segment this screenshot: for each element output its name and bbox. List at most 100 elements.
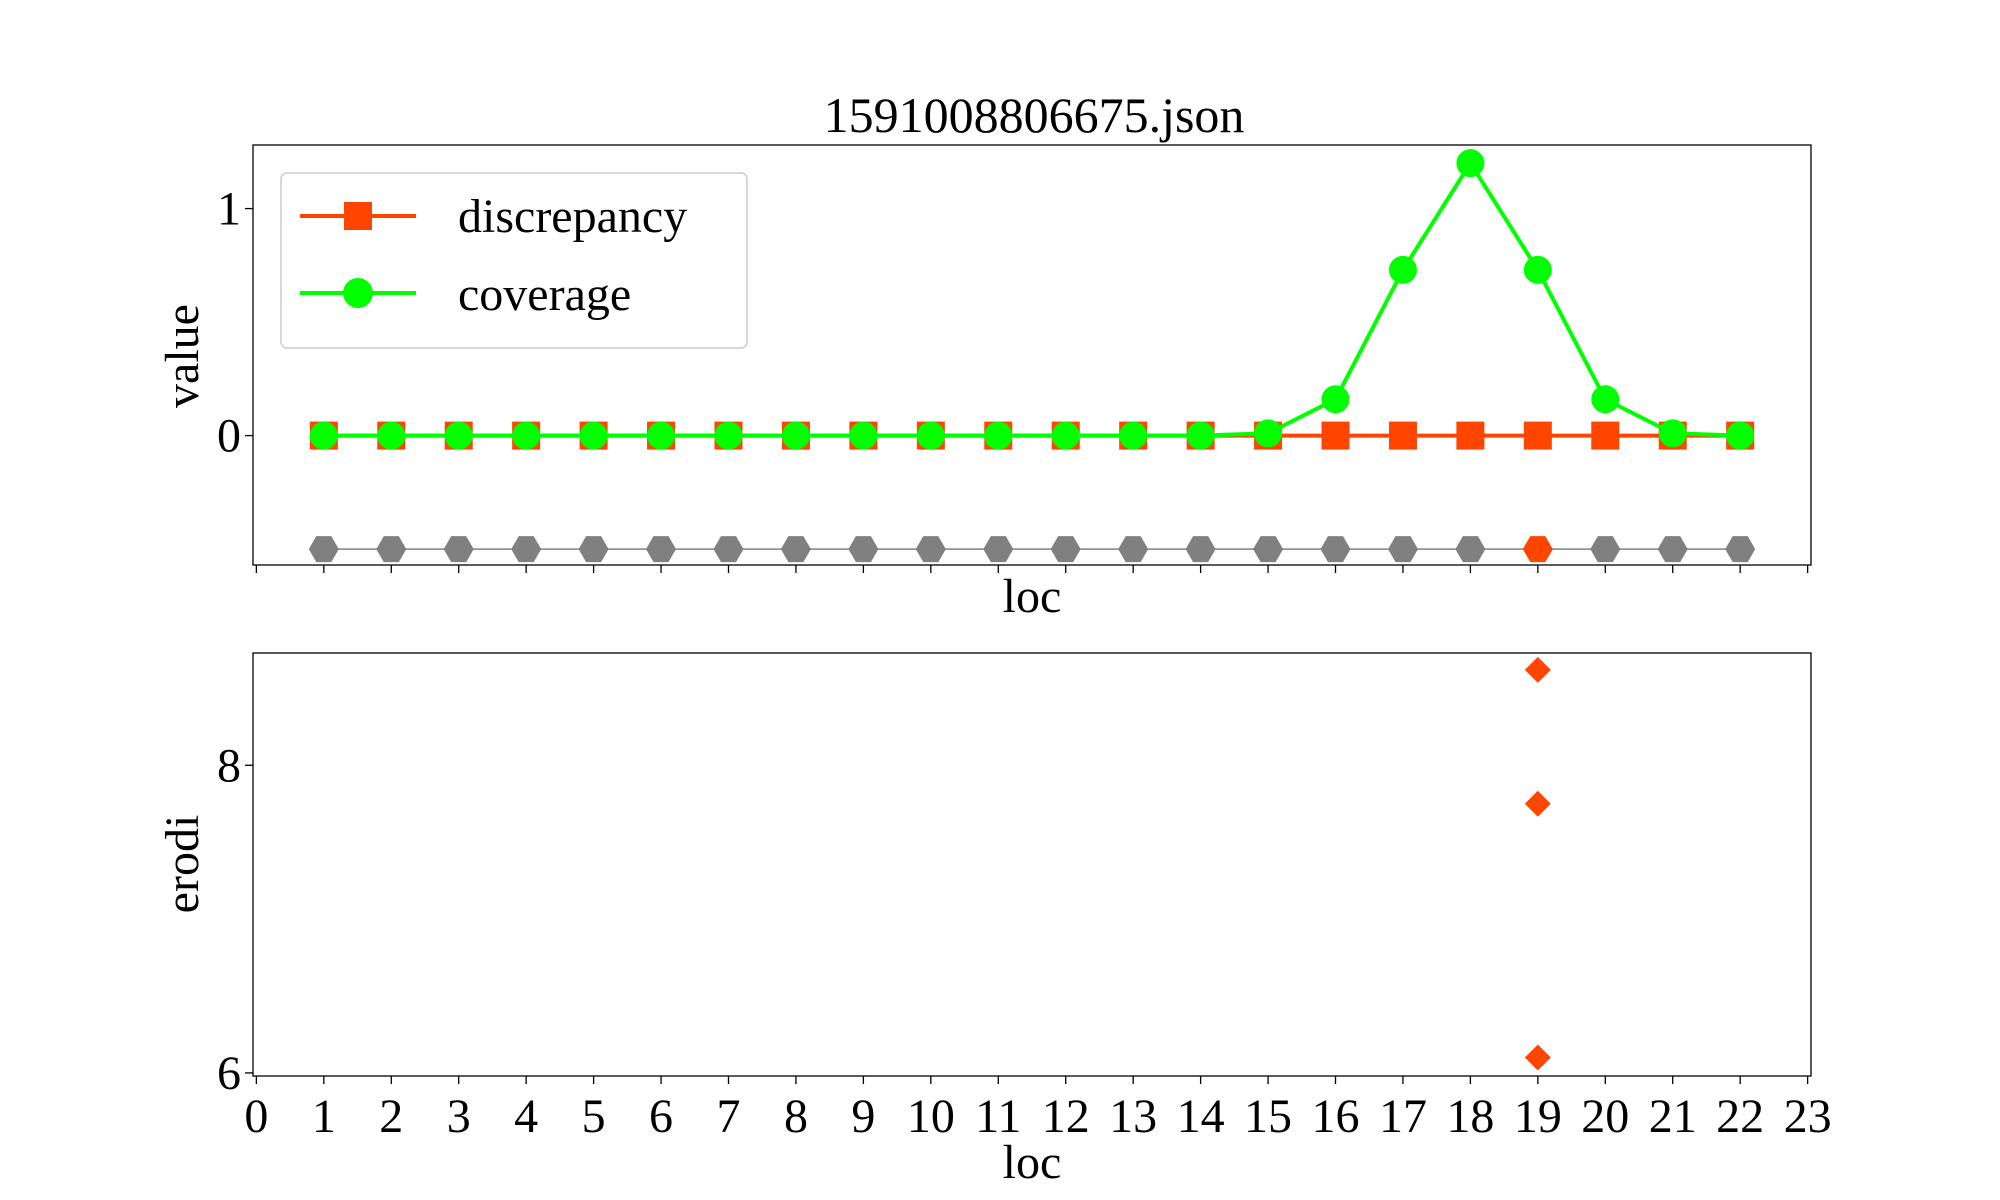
data-point-circle bbox=[1051, 421, 1080, 450]
data-point-hexagon bbox=[1253, 536, 1284, 563]
bottom-chart: 0 1 2 3 4 5 6 7 8 9 10 11 12 13 14 15 16 17 18 19 20 21 22 2368… bbox=[156, 652, 1832, 1189]
bottom-x-tick-label: 7 bbox=[716, 1090, 740, 1143]
data-point-hexagon bbox=[1118, 536, 1149, 563]
top-ticks: 01 bbox=[217, 183, 1809, 573]
data-point-hexagon bbox=[915, 536, 946, 563]
bottom-x-tick-label: 20 bbox=[1581, 1090, 1629, 1143]
data-point-hexagon bbox=[376, 536, 407, 563]
legend: discrepancy coverage bbox=[280, 172, 748, 349]
data-point-circle bbox=[1388, 255, 1417, 284]
series-line-coverage bbox=[323, 161, 1741, 438]
data-point-circle bbox=[1119, 421, 1148, 450]
bottom-y-tick-label: 8 bbox=[217, 739, 241, 792]
bottom-series-layer bbox=[1524, 656, 1551, 1071]
chart-title: 1591008806675.json bbox=[824, 87, 1245, 143]
top-chart: 1591008806675.json 01 loc value discrepa… bbox=[156, 87, 1812, 623]
bottom-x-tick-label: 6 bbox=[649, 1090, 673, 1143]
bottom-x-tick-label: 8 bbox=[784, 1090, 808, 1143]
data-point-circle bbox=[444, 421, 473, 450]
data-point-circle bbox=[309, 421, 338, 450]
data-point-diamond bbox=[1524, 1044, 1551, 1071]
data-point-hexagon bbox=[1725, 536, 1756, 563]
data-point-hexagon bbox=[1320, 536, 1351, 563]
bottom-x-tick-label: 1 bbox=[312, 1090, 336, 1143]
bottom-x-tick-label: 13 bbox=[1109, 1090, 1157, 1143]
data-point-circle bbox=[1186, 421, 1215, 450]
data-point-circle bbox=[714, 421, 743, 450]
data-point-circle bbox=[1591, 385, 1620, 414]
top-y-axis-label: value bbox=[156, 304, 209, 408]
data-point-hexagon bbox=[713, 536, 744, 563]
data-point-circle bbox=[1456, 149, 1485, 178]
data-point-hexagon-highlight bbox=[1522, 536, 1553, 563]
data-point-circle bbox=[1321, 385, 1350, 414]
data-point-circle bbox=[781, 421, 810, 450]
bottom-y-tick-label: 6 bbox=[217, 1047, 241, 1100]
data-point-hexagon bbox=[1657, 536, 1688, 563]
data-point-square bbox=[1591, 421, 1620, 450]
bottom-x-axis-label: loc bbox=[1003, 1136, 1062, 1189]
data-point-diamond bbox=[1524, 790, 1551, 817]
top-y-tick-label: 0 bbox=[217, 410, 241, 463]
data-point-circle bbox=[916, 421, 945, 450]
data-point-hexagon bbox=[443, 536, 474, 563]
data-point-square bbox=[1388, 421, 1417, 450]
data-point-circle bbox=[1254, 419, 1283, 448]
data-point-hexagon bbox=[1185, 536, 1216, 563]
data-point-square bbox=[1456, 421, 1485, 450]
bottom-x-tick-label: 3 bbox=[447, 1090, 471, 1143]
top-axes-frame bbox=[252, 144, 1812, 566]
data-point-hexagon bbox=[848, 536, 879, 563]
data-point-square bbox=[1321, 421, 1350, 450]
legend-label-coverage: coverage bbox=[458, 268, 631, 321]
top-y-tick-label: 1 bbox=[217, 183, 241, 236]
bottom-x-tick-label: 5 bbox=[582, 1090, 606, 1143]
bottom-x-tick-label: 12 bbox=[1042, 1090, 1090, 1143]
bottom-x-tick-label: 2 bbox=[379, 1090, 403, 1143]
legend-item-discrepancy: discrepancy bbox=[300, 190, 687, 243]
bottom-x-tick-label: 11 bbox=[975, 1090, 1021, 1143]
data-point-circle bbox=[849, 421, 878, 450]
bottom-x-tick-label: 4 bbox=[514, 1090, 538, 1143]
data-point-hexagon bbox=[511, 536, 542, 563]
legend-swatch-square-marker bbox=[344, 202, 372, 230]
bottom-x-tick-label: 9 bbox=[851, 1090, 875, 1143]
data-point-hexagon bbox=[308, 536, 339, 563]
data-point-circle bbox=[1523, 255, 1552, 284]
data-point-circle bbox=[984, 421, 1013, 450]
legend-swatch-circle-marker bbox=[343, 278, 373, 308]
data-point-hexagon bbox=[1050, 536, 1081, 563]
data-point-hexagon bbox=[578, 536, 609, 563]
data-point-square bbox=[1523, 421, 1552, 450]
bottom-x-tick-label: 19 bbox=[1514, 1090, 1562, 1143]
legend-item-coverage: coverage bbox=[300, 268, 631, 321]
data-point-circle bbox=[1658, 419, 1687, 448]
bottom-x-tick-label: 17 bbox=[1379, 1090, 1427, 1143]
data-point-circle bbox=[377, 421, 406, 450]
data-point-circle bbox=[647, 421, 676, 450]
bottom-x-tick-label: 15 bbox=[1244, 1090, 1292, 1143]
data-point-circle bbox=[512, 421, 541, 450]
data-point-hexagon bbox=[780, 536, 811, 563]
data-point-hexagon bbox=[646, 536, 676, 563]
legend-label-discrepancy: discrepancy bbox=[458, 190, 687, 243]
data-point-circle bbox=[579, 421, 608, 450]
bottom-x-tick-label: 10 bbox=[907, 1090, 955, 1143]
bottom-x-tick-label: 14 bbox=[1177, 1090, 1225, 1143]
data-point-hexagon bbox=[1590, 536, 1621, 563]
bottom-x-tick-label: 0 bbox=[244, 1090, 268, 1143]
data-point-circle bbox=[1726, 421, 1755, 450]
data-point-hexagon bbox=[1455, 536, 1486, 563]
data-point-diamond bbox=[1524, 656, 1551, 683]
bottom-y-axis-label: erodi bbox=[156, 815, 209, 914]
bottom-x-tick-label: 21 bbox=[1649, 1090, 1697, 1143]
bottom-x-tick-label: 18 bbox=[1446, 1090, 1494, 1143]
top-x-axis-label: loc bbox=[1003, 570, 1062, 623]
bottom-axes-frame bbox=[252, 652, 1812, 1077]
data-point-hexagon bbox=[983, 536, 1014, 563]
bottom-x-tick-label: 22 bbox=[1716, 1090, 1764, 1143]
bottom-x-tick-label: 23 bbox=[1784, 1090, 1832, 1143]
data-point-hexagon bbox=[1388, 536, 1418, 563]
